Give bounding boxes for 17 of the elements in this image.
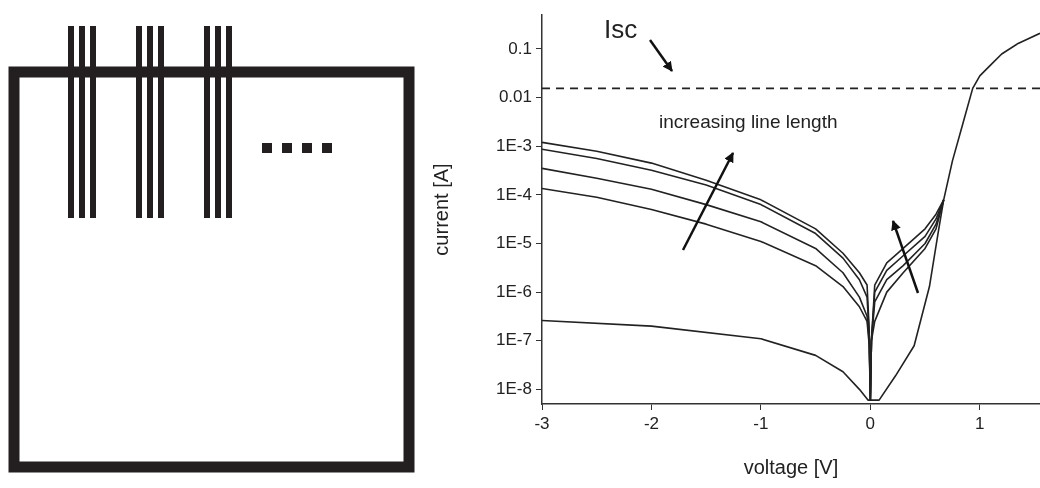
x-axis-title: voltage [V]: [743, 455, 839, 478]
ref-line-label: Isc: [604, 14, 638, 45]
y-tick-label: 1E-3: [496, 135, 532, 155]
x-tick-label: -3: [534, 413, 550, 433]
x-tick-label: 0: [865, 413, 876, 433]
y-tick-label: 1E-8: [496, 379, 532, 399]
y-tick-label: 1E-4: [496, 184, 532, 204]
y-tick-label: 0.1: [508, 38, 532, 58]
y-tick-label: 0.01: [498, 87, 532, 107]
y-tick-label: 1E-6: [496, 281, 532, 301]
annotation: increasing line length: [659, 111, 838, 132]
y-tick-label: 1E-7: [496, 330, 532, 350]
y-tick-label: 1E-5: [496, 233, 532, 253]
x-tick-label: -1: [753, 413, 769, 433]
x-tick-label: 1: [975, 413, 985, 433]
y-axis-title: current [A]: [429, 163, 452, 256]
x-tick-label: -2: [643, 413, 660, 433]
